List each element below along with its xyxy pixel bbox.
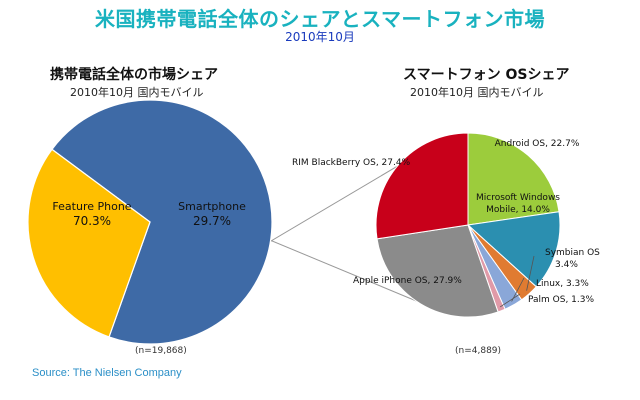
left-chart-sample-size: (n=19,868) (135, 346, 187, 356)
leader-line-symbian (526, 255, 535, 291)
left-chart-subtitle: 2010年10月 国内モバイル (70, 86, 204, 99)
source-note: Source: The Nielsen Company (32, 367, 182, 379)
right-pie-slice-apple-iphone-os (376, 224, 499, 318)
leader-line-linux (511, 277, 525, 302)
right-pie-label-microsoft-windows-mobile: Microsoft Windows Mobile, 14.0% (476, 193, 560, 215)
right-pie-label-android-os: Android OS, 22.7% (495, 139, 580, 149)
left-pie-slice-smartphone (27, 148, 151, 338)
left-chart-title: 携帯電話全体の市場シェア (50, 67, 218, 83)
left-pie-slice-feature-phone (51, 99, 273, 345)
right-pie-label-rim-blackberry-os: RIM BlackBerry OS, 27.4% (292, 158, 411, 168)
right-pie-slice-rim-blackberry-os (375, 132, 469, 240)
right-pie-label-linux: Linux, 3.3% (536, 279, 589, 289)
right-pie-label-symbian-os: Symbian OS 3.4% (545, 248, 600, 270)
left-pie-label-smartphone: Smartphone 29.7% (178, 200, 246, 228)
leader-line-palm (499, 293, 521, 308)
right-chart-subtitle: 2010年10月 国内モバイル (410, 86, 544, 99)
right-pie-label-palm-os: Palm OS, 1.3% (528, 295, 594, 305)
right-chart-title: スマートフォン OSシェア (403, 67, 570, 83)
right-chart-sample-size: (n=4,889) (455, 346, 502, 356)
right-pie-slice-android-os (467, 132, 560, 226)
left-pie-label-feature-phone: Feature Phone 70.3% (52, 200, 131, 228)
right-pie-slice-microsoft-windows-mobile (466, 211, 561, 288)
page-title: 米国携帯電話全体のシェアとスマートフォン市場 (95, 7, 545, 31)
right-pie-label-apple-iphone-os: Apple iPhone OS, 27.9% (353, 276, 462, 286)
page-subtitle: 2010年10月 (285, 30, 355, 44)
